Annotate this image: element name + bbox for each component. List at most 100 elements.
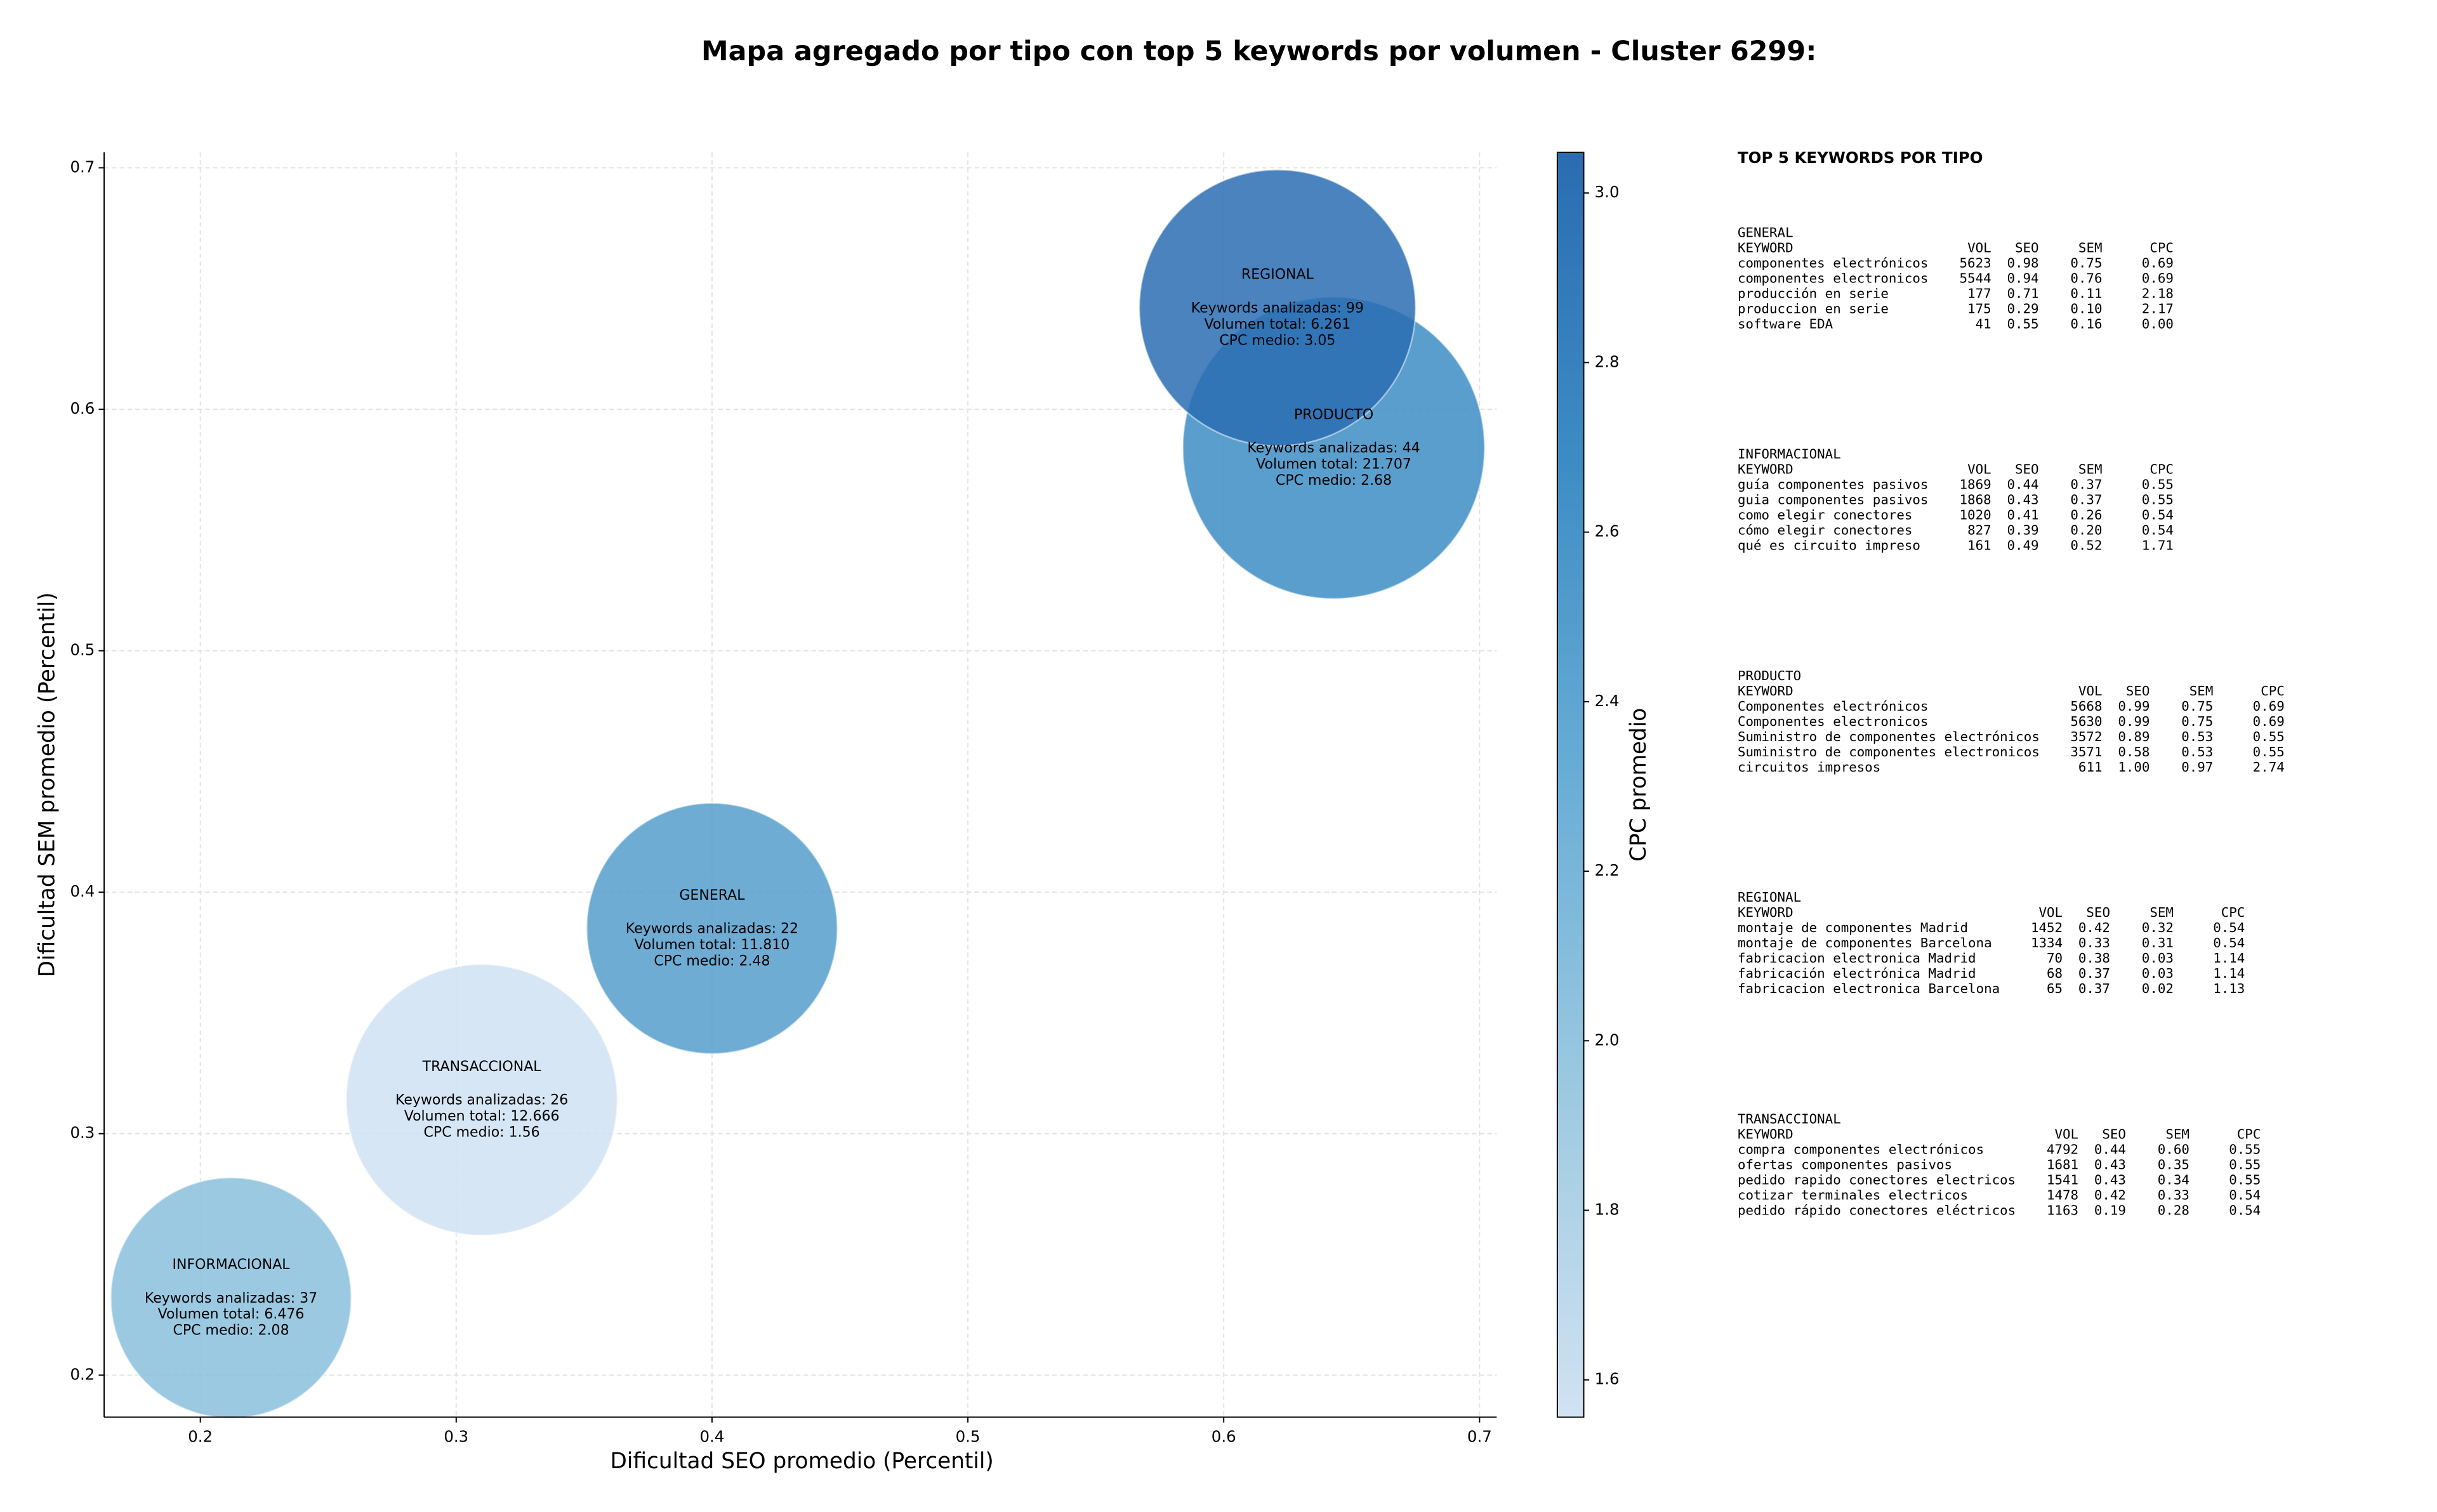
- table-cell: 3571: [2070, 744, 2102, 759]
- bubble-annotation: Keywords analizadas: 37: [145, 1291, 317, 1306]
- x-tick-label: 0.5: [956, 1427, 981, 1445]
- y-tick-label: 0.5: [70, 641, 95, 659]
- bubble-annotation: CPC medio: 2.08: [173, 1323, 289, 1339]
- table-cell: 0.54: [2142, 523, 2174, 538]
- bubble-annotation: Keywords analizadas: 22: [626, 921, 798, 937]
- bubble-annotation: Keywords analizadas: 26: [395, 1093, 568, 1108]
- keyword-panel: GENERAL KEYWORD VOL SEO SEM CPC componentes el…: [1738, 225, 2285, 1218]
- table-cell: 0.71: [2007, 286, 2038, 301]
- table-cell: 0.32: [2142, 920, 2174, 935]
- table-cell: 0.53: [2181, 744, 2213, 759]
- table-header: CPC: [2150, 240, 2174, 255]
- table-cell: 2.17: [2142, 301, 2174, 316]
- table-header: SEM: [2078, 240, 2103, 255]
- bubble-name: PRODUCTO: [1294, 407, 1373, 423]
- bubble: [110, 1176, 352, 1419]
- table-cell: 0.43: [2007, 492, 2038, 508]
- table-cell: 5544: [1960, 270, 1991, 286]
- bubble-annotation: Volumen total: 12.666: [404, 1108, 560, 1124]
- table-header: SEO: [2015, 462, 2039, 477]
- table-cell: 0.00: [2142, 316, 2174, 331]
- table-cell: Componentes electrónicos: [1738, 699, 1928, 714]
- table-cell: 3572: [2070, 729, 2102, 744]
- y-tick-label: 0.3: [70, 1124, 95, 1142]
- table-cell: 175: [1967, 301, 1991, 316]
- table-cell: cómo elegir conectores: [1738, 523, 1912, 538]
- table-header: SEM: [2150, 905, 2174, 920]
- table-cell: 0.42: [2078, 920, 2110, 935]
- table-cell: software EDA: [1738, 316, 1833, 331]
- table-cell: 0.02: [2142, 981, 2174, 996]
- table-cell: 0.37: [2078, 981, 2110, 996]
- x-tick-label: 0.4: [699, 1427, 724, 1445]
- table-header: VOL: [1967, 462, 1991, 477]
- section-name: PRODUCTO: [1738, 668, 1801, 683]
- table-header: KEYWORD: [1738, 462, 1793, 477]
- table-cell: 70: [2047, 950, 2063, 966]
- table-cell: 0.55: [2007, 316, 2038, 331]
- table-header: KEYWORD: [1738, 905, 1793, 920]
- colorbar: [1556, 152, 1585, 1418]
- table-cell: 0.54: [2229, 1202, 2261, 1218]
- table-cell: compra componentes electrónicos: [1738, 1141, 1984, 1157]
- table-cell: 41: [1976, 316, 1991, 331]
- table-header: SEM: [2189, 683, 2214, 699]
- table-header: KEYWORD: [1738, 1126, 1793, 1141]
- table-cell: 68: [2047, 966, 2063, 981]
- axes: 0.2 0.3 0.4 0.5 0.6 0.7 0.2 0.3 0.4 0.5 0.6 0.7 1.6 1…: [70, 152, 1620, 1445]
- table-cell: 0.75: [2181, 699, 2213, 714]
- colorbar-tick-label: 2.8: [1595, 352, 1620, 371]
- table-header: VOL: [2078, 683, 2103, 699]
- table-cell: Suministro de componentes electrónicos: [1738, 729, 2040, 744]
- table-cell: 2.18: [2142, 286, 2174, 301]
- table-cell: 1.14: [2213, 950, 2245, 966]
- table-cell: 0.75: [2181, 714, 2213, 729]
- colorbar-tick-label: 3.0: [1595, 183, 1620, 201]
- colorbar-tick-label: 2.2: [1595, 861, 1620, 879]
- table-cell: componentes electronicos: [1738, 270, 1928, 286]
- table-cell: 0.55: [2229, 1141, 2261, 1157]
- table-header: VOL: [2054, 1126, 2078, 1141]
- table-cell: 0.10: [2070, 301, 2102, 316]
- table-cell: 0.55: [2142, 492, 2174, 508]
- chart-title: Mapa agregado por tipo con top 5 keyword…: [701, 36, 1816, 67]
- panel-title: TOP 5 KEYWORDS POR TIPO: [1738, 148, 1983, 167]
- colorbar-tick-label: 1.8: [1595, 1200, 1620, 1219]
- y-tick-label: 0.7: [70, 157, 95, 176]
- colorbar-tick-label: 1.6: [1595, 1370, 1620, 1388]
- bubble: [345, 963, 619, 1237]
- table-cell: 0.03: [2142, 950, 2174, 966]
- table-cell: 1.71: [2142, 538, 2174, 553]
- table-cell: 0.54: [2213, 920, 2245, 935]
- bubble-annotation: CPC medio: 3.05: [1219, 332, 1335, 348]
- table-cell: 0.44: [2007, 477, 2038, 492]
- table-cell: 0.44: [2094, 1141, 2126, 1157]
- bubble-annotation: Volumen total: 6.261: [1204, 317, 1351, 332]
- bubbles: [110, 169, 1486, 1419]
- table-cell: 1.00: [2118, 759, 2150, 775]
- x-axis-label: Dificultad SEO promedio (Percentil): [611, 1449, 994, 1474]
- section-name: GENERAL: [1738, 225, 1793, 240]
- table-cell: guia componentes pasivos: [1738, 492, 1928, 508]
- bubble-annotation: CPC medio: 2.68: [1276, 473, 1392, 489]
- table-cell: ofertas componentes pasivos: [1738, 1157, 1952, 1172]
- table-header: CPC: [2221, 905, 2245, 920]
- table-cell: 1869: [1960, 477, 1991, 492]
- table-cell: 0.33: [2158, 1187, 2189, 1202]
- table-cell: 0.26: [2070, 508, 2102, 523]
- table-cell: 0.54: [2142, 508, 2174, 523]
- table-cell: 0.53: [2181, 729, 2213, 744]
- table-cell: 0.60: [2158, 1141, 2189, 1157]
- bubble-name: INFORMACIONAL: [173, 1257, 291, 1273]
- y-axis-label: Dificultad SEM promedio (Percentil): [34, 592, 60, 977]
- table-cell: 0.55: [2253, 729, 2285, 744]
- table-cell: 0.54: [2229, 1187, 2261, 1202]
- table-cell: montaje de componentes Madrid: [1738, 920, 1968, 935]
- table-cell: 0.16: [2070, 316, 2102, 331]
- bubble: [586, 802, 838, 1055]
- table-cell: 0.55: [2229, 1172, 2261, 1187]
- bubble-annotation: Keywords analizadas: 99: [1191, 300, 1364, 316]
- bubble-annotation: CPC medio: 2.48: [654, 953, 770, 969]
- table-header: SEO: [2086, 905, 2110, 920]
- table-cell: 1020: [1960, 508, 1991, 523]
